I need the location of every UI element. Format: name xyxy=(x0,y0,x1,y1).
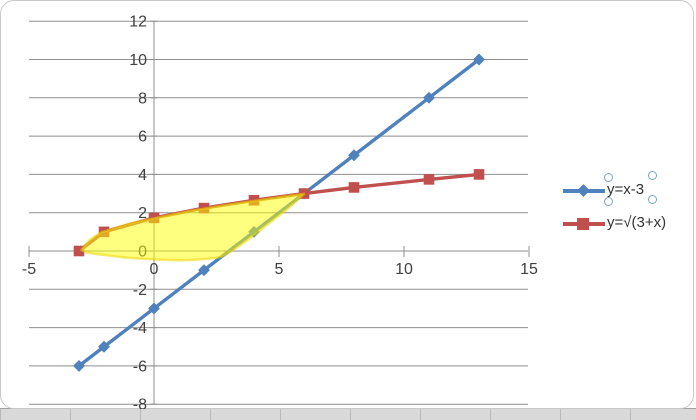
selection-handle[interactable] xyxy=(648,171,657,180)
selection-handle[interactable] xyxy=(604,197,613,206)
series-1-marker[interactable] xyxy=(73,245,85,257)
y-tick-label: 10 xyxy=(129,52,147,69)
y-tick-label: 2 xyxy=(138,205,147,222)
y-tick-label: 4 xyxy=(138,167,147,184)
series-1-marker[interactable] xyxy=(473,169,485,180)
legend-item-y-sqrt-3-x[interactable]: y=√(3+x) xyxy=(557,211,687,237)
shaded-region[interactable] xyxy=(80,192,306,262)
series-1-marker[interactable] xyxy=(348,182,360,193)
square-marker-icon xyxy=(577,218,589,230)
selection-handle[interactable] xyxy=(604,173,613,182)
y-tick-label: -2 xyxy=(133,282,147,299)
y-tick-label: 12 xyxy=(129,14,147,31)
worksheet-cells-row xyxy=(0,408,696,420)
legend-item-label: y=√(3+x) xyxy=(607,214,667,231)
x-tick-label: 15 xyxy=(520,261,538,278)
y-tick-label: -8 xyxy=(133,397,147,409)
selection-handle[interactable] xyxy=(648,195,657,204)
y-tick-label: -4 xyxy=(133,320,147,337)
y-tick-label: 8 xyxy=(138,90,147,107)
x-tick-label: 10 xyxy=(395,261,413,278)
diamond-marker-icon xyxy=(577,184,590,197)
legend-item-y-x-3[interactable]: y=x-3 xyxy=(557,178,687,204)
series-1-marker[interactable] xyxy=(423,174,435,185)
x-tick-label: 5 xyxy=(275,261,284,278)
x-tick-label: 0 xyxy=(150,261,159,278)
y-tick-label: -6 xyxy=(133,358,147,375)
x-tick-label: -5 xyxy=(22,261,36,278)
legend-item-label: y=x-3 xyxy=(607,181,645,198)
legend[interactable]: y=x-3 y=√(3+x) xyxy=(557,169,687,244)
series-0-marker[interactable] xyxy=(98,340,110,353)
y-tick-label: 6 xyxy=(138,129,147,146)
